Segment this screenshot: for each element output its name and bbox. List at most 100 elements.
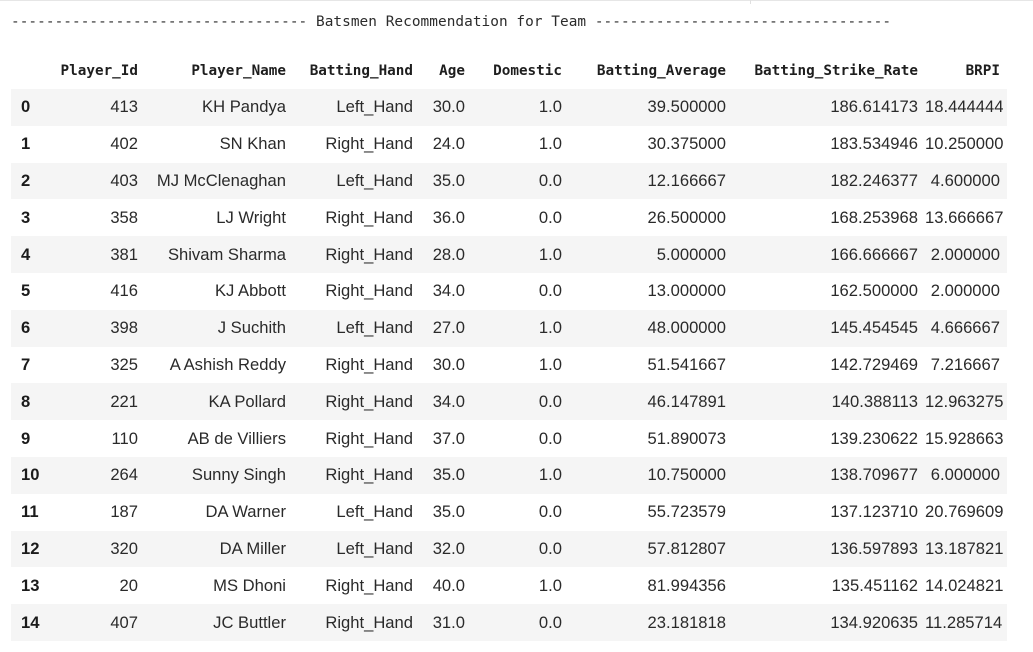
age-cell: 34.0 [432, 391, 465, 411]
batting-hand-cell: Left_Hand [336, 97, 413, 117]
brpi-cell: 15.928663 [925, 428, 1004, 448]
batting-hand-cell: Right_Hand [325, 465, 413, 485]
player-name-cell: AB de Villiers [187, 428, 286, 448]
row-index: 11 [21, 502, 39, 522]
batting-average-cell: 10.750000 [647, 465, 726, 485]
age-cell: 27.0 [432, 318, 465, 338]
table-row: 13 20 MS Dhoni Right_Hand 40.0 1.0 81.994356 13… [11, 567, 1007, 605]
domestic-cell: 1.0 [538, 575, 562, 595]
batting-hand-cell: Right_Hand [325, 612, 413, 632]
player-id-cell: 187 [110, 502, 138, 522]
player-name-cell: KA Pollard [208, 391, 286, 411]
player-name-cell: KH Pandya [202, 97, 286, 117]
table-row: 2 403 MJ McClenaghan Left_Hand 35.0 0.0 12.166… [11, 162, 1007, 200]
brpi-cell: 11.285714 [925, 612, 1003, 632]
domestic-cell: 1.0 [538, 97, 562, 117]
player-name-cell: MS Dhoni [213, 575, 286, 595]
batting-hand-cell: Left_Hand [336, 318, 413, 338]
player-name-cell: DA Warner [205, 502, 286, 522]
table-row: 0 413 KH Pandya Left_Hand 30.0 1.0 39.500000 18… [11, 89, 1007, 126]
batting-hand-cell: Right_Hand [325, 575, 413, 595]
output-top-border [0, 0, 1033, 1]
row-index: 13 [21, 575, 40, 595]
table-row: 6 398 J Suchith Left_Hand 27.0 1.0 48.000000 14… [11, 309, 1007, 347]
player-name-cell: Sunny Singh [191, 465, 286, 485]
batting-average-cell: 26.500000 [647, 207, 726, 227]
batting-hand-cell: Right_Hand [325, 207, 413, 227]
player-name-cell: JC Buttler [213, 612, 286, 632]
domestic-cell: 0.0 [538, 612, 562, 632]
batting-average-cell: 46.147891 [647, 391, 726, 411]
batting-strike-rate-cell: 168.253968 [830, 207, 918, 227]
player-id-cell: 402 [110, 134, 138, 154]
batting-strike-rate-cell: 137.123710 [830, 502, 918, 522]
player-id-cell: 221 [110, 391, 138, 411]
domestic-cell: 0.0 [538, 391, 562, 411]
batting-hand-cell: Right_Hand [325, 354, 413, 374]
output-heading: ---------------------------------- Batsm… [11, 14, 892, 30]
batting-hand-header: Batting_Hand [293, 53, 420, 89]
batting-average-cell: 48.000000 [647, 318, 726, 338]
player-id-cell: 398 [110, 318, 138, 338]
brpi-cell: 18.444444 [925, 97, 1004, 117]
row-index: 3 [21, 207, 31, 227]
table-row: 5 416 KJ Abbott Right_Hand 34.0 0.0 13.000000 1… [11, 272, 1007, 310]
batting-average-cell: 13.000000 [647, 281, 726, 301]
batting-strike-rate-cell: 166.666667 [830, 244, 918, 264]
batting-average-cell: 30.375000 [647, 134, 726, 154]
row-index: 7 [21, 354, 31, 374]
domestic-cell: 0.0 [538, 170, 562, 190]
age-cell: 34.0 [432, 281, 465, 301]
table-row: 12 320 DA Miller Left_Hand 32.0 0.0 57.812807 1… [11, 530, 1007, 568]
batting-hand-cell: Left_Hand [336, 538, 413, 558]
batting-average-cell: 51.541667 [647, 354, 726, 374]
player-id-cell: 403 [110, 170, 138, 190]
batting-average-cell: 39.500000 [647, 97, 726, 117]
batting-strike-rate-header: Batting_Strike_Rate [733, 53, 925, 89]
row-index: 0 [21, 97, 31, 117]
dataframe-table: Player_Id Player_Name Batting_Hand Age Domes… [11, 53, 1007, 641]
brpi-cell: 20.769609 [925, 502, 1004, 522]
age-cell: 28.0 [432, 244, 465, 264]
brpi-cell: 7.216667 [930, 354, 1000, 374]
player-name-cell: Shivam Sharma [167, 244, 286, 264]
age-cell: 32.0 [432, 538, 465, 558]
index-header [11, 53, 53, 89]
table-row: 14 407 JC Buttler Right_Hand 31.0 0.0 23.18181… [11, 604, 1007, 641]
player-id-cell: 407 [110, 612, 138, 632]
domestic-cell: 1.0 [538, 465, 562, 485]
batting-strike-rate-cell: 136.597893 [830, 538, 918, 558]
player-name-cell: MJ McClenaghan [156, 170, 286, 190]
age-cell: 30.0 [432, 97, 465, 117]
age-cell: 35.0 [432, 465, 465, 485]
table-body: 0 413 KH Pandya Left_Hand 30.0 1.0 39.500000 18… [11, 89, 1007, 641]
table-row: 7 325 A Ashish Reddy Right_Hand 30.0 1.0 51.54… [11, 346, 1007, 384]
row-index: 12 [21, 538, 40, 558]
brpi-cell: 2.000000 [930, 281, 1000, 301]
domestic-cell: 1.0 [538, 134, 562, 154]
table-row: 11 187 DA Warner Left_Hand 35.0 0.0 55.723579 1… [11, 493, 1007, 531]
row-index: 8 [21, 391, 31, 411]
batting-strike-rate-cell: 138.709677 [830, 465, 918, 485]
table-row: 10 264 Sunny Singh Right_Hand 35.0 1.0 10.7500… [11, 456, 1007, 494]
domestic-cell: 0.0 [538, 428, 562, 448]
player-id-cell: 264 [110, 465, 138, 485]
batting-hand-cell: Right_Hand [325, 134, 413, 154]
player-name-cell: J Suchith [217, 318, 286, 338]
brpi-cell: 12.963275 [925, 391, 1004, 411]
batting-strike-rate-cell: 183.534946 [830, 134, 918, 154]
table-row: 4 381 Shivam Sharma Right_Hand 28.0 1.0 5.0000… [11, 236, 1007, 273]
player-id-cell: 413 [110, 97, 138, 117]
batting-hand-cell: Left_Hand [336, 170, 413, 190]
row-index: 9 [21, 428, 31, 448]
batting-strike-rate-cell: 134.920635 [830, 612, 918, 632]
brpi-header: BRPI [925, 53, 1007, 89]
player-id-cell: 381 [110, 244, 138, 264]
domestic-cell: 0.0 [538, 538, 562, 558]
player-id-cell: 110 [111, 428, 138, 448]
batting-strike-rate-cell: 142.729469 [830, 354, 918, 374]
brpi-cell: 6.000000 [930, 465, 1000, 485]
age-cell: 24.0 [432, 134, 465, 154]
table-row: 8 221 KA Pollard Right_Hand 34.0 0.0 46.147891… [11, 383, 1007, 421]
domestic-cell: 0.0 [538, 281, 562, 301]
